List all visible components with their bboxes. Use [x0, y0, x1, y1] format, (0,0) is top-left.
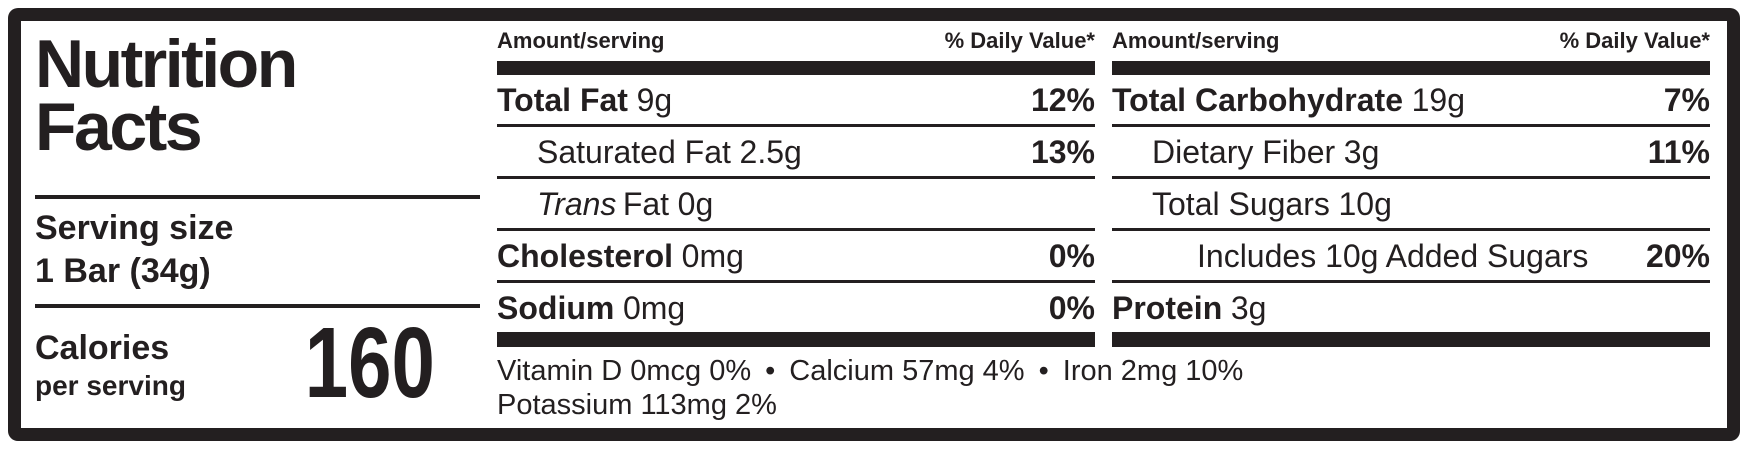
micronutrients-footnote: Vitamin D 0mcg 0% • Calcium 57mg 4% • Iron 2…: [497, 347, 1710, 422]
bullet-separator: •: [765, 355, 776, 388]
nutrient-row-dietary-fiber: Dietary Fiber 3g 11%: [1112, 127, 1710, 180]
daily-value: 20%: [1645, 237, 1710, 274]
divider-rule: [35, 304, 480, 309]
thick-bar: [497, 61, 1095, 76]
nutrient-amount: 3g: [1343, 133, 1380, 170]
nutrient-row-trans-fat: Trans Fat 0g: [497, 179, 1095, 232]
nutrient-name: Total Sugars: [1152, 185, 1330, 222]
nutrient-row-added-sugars: Includes 10g Added Sugars 20%: [1112, 231, 1710, 284]
micronutrients-line1: Vitamin D 0mcg 0% • Calcium 57mg 4% • Iron 2…: [497, 355, 1710, 388]
thick-bar: [497, 332, 1095, 348]
nutrient-amount: 9g: [636, 81, 673, 118]
nutrient-name-italic: Trans: [537, 185, 617, 222]
micronutrient-calcium: Calcium 57mg 4%: [789, 355, 1025, 388]
nutrient-name: Fat: [622, 185, 670, 222]
daily-value: 11%: [1647, 133, 1710, 170]
amount-serving-header: Amount/serving: [497, 28, 665, 53]
daily-value: 12%: [1030, 81, 1095, 118]
daily-value: 7%: [1663, 81, 1710, 118]
facts-area: Amount/serving % Daily Value* Total Fat 9…: [497, 21, 1710, 428]
column-header: Amount/serving % Daily Value*: [497, 28, 1095, 61]
bullet-separator: •: [1038, 355, 1049, 388]
calories-sublabel: per serving: [35, 370, 186, 402]
nutrient-row-sodium: Sodium 0mg 0%: [497, 283, 1095, 332]
micronutrients-line2: Potassium 113mg 2%: [497, 388, 777, 421]
nutrient-name: Total Carbohydrate: [1112, 81, 1403, 118]
daily-value: 13%: [1030, 133, 1095, 170]
nutrient-row-total-carbohydrate: Total Carbohydrate 19g 7%: [1112, 75, 1710, 128]
facts-column-2: Amount/serving % Daily Value* Total Carb…: [1112, 28, 1710, 348]
serving-size-value: 1 Bar (34g): [35, 251, 211, 290]
nutrient-name: Total Fat: [497, 81, 628, 118]
nutrient-name: Cholesterol: [497, 237, 674, 274]
nutrient-row-total-fat: Total Fat 9g 12%: [497, 75, 1095, 128]
nutrient-row-cholesterol: Cholesterol 0mg 0%: [497, 231, 1095, 284]
nutrient-name: Dietary Fiber: [1152, 133, 1336, 170]
nutrient-amount: 0g: [677, 185, 714, 222]
micronutrient-iron: Iron 2mg 10%: [1062, 355, 1244, 388]
label-title: Nutrition Facts: [35, 26, 480, 166]
serving-size-block: Serving size 1 Bar (34g): [35, 199, 480, 292]
thick-bar: [1112, 61, 1710, 76]
nutrient-name: Includes 10g Added Sugars: [1197, 237, 1589, 274]
nutrient-amount: 19g: [1411, 81, 1466, 118]
facts-columns: Amount/serving % Daily Value* Total Fat 9…: [497, 28, 1710, 348]
facts-column-1: Amount/serving % Daily Value* Total Fat 9…: [497, 28, 1095, 348]
label-title-line2: Facts: [35, 89, 203, 166]
nutrient-row-protein: Protein 3g: [1112, 283, 1710, 332]
nutrient-name: Sodium: [497, 289, 615, 326]
thick-bar: [1112, 332, 1710, 348]
daily-value-header: % Daily Value*: [1559, 28, 1710, 53]
micronutrient-vitamin-d: Vitamin D 0mcg 0%: [497, 355, 752, 388]
daily-value: 0%: [1048, 289, 1095, 326]
calories-block: Calories per serving 160: [35, 307, 480, 420]
serving-size-label: Serving size: [35, 209, 234, 248]
nutrient-row-total-sugars: Total Sugars 10g: [1112, 179, 1710, 232]
daily-value-header: % Daily Value*: [944, 28, 1095, 53]
calories-value: 160: [304, 307, 435, 420]
label-title-line1: Nutrition: [35, 26, 298, 102]
nutrient-amount: 3g: [1230, 289, 1267, 326]
nutrient-amount: 10g: [1338, 185, 1392, 222]
nutrient-amount: 0mg: [681, 237, 744, 274]
divider-rule: [35, 195, 480, 200]
nutrient-amount: 0mg: [622, 289, 686, 326]
label-left-panel: Nutrition Facts Serving size 1 Bar (34g)…: [21, 21, 480, 428]
column-header: Amount/serving % Daily Value*: [1112, 28, 1710, 61]
nutrient-name: Saturated Fat: [537, 133, 731, 170]
nutrient-amount: 2.5g: [739, 133, 802, 170]
nutrition-facts-label: Nutrition Facts Serving size 1 Bar (34g)…: [8, 8, 1740, 441]
nutrient-row-saturated-fat: Saturated Fat 2.5g 13%: [497, 127, 1095, 180]
nutrient-name: Protein: [1112, 289, 1223, 326]
calories-labels: Calories per serving: [35, 329, 186, 404]
daily-value: 0%: [1048, 237, 1095, 274]
calories-label: Calories: [35, 328, 170, 367]
amount-serving-header: Amount/serving: [1112, 28, 1280, 53]
